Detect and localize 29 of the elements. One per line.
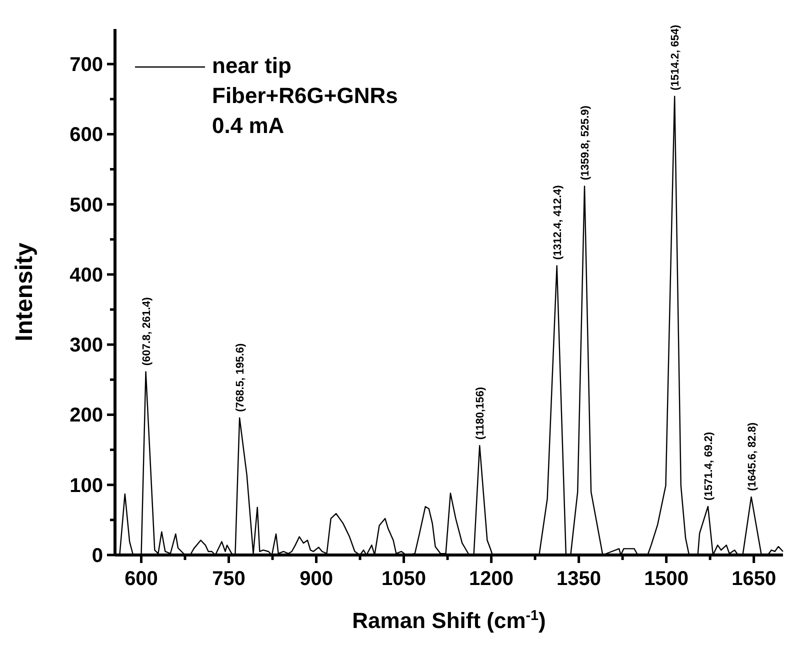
annotation: (1571.4, 69.2) — [702, 432, 715, 500]
x-tick-label: 1650 — [732, 568, 776, 590]
y-tick-label: 100 — [70, 474, 103, 497]
y-tick-label: 200 — [70, 404, 103, 427]
x-tick-label: 600 — [124, 568, 158, 590]
y-tick-label: 300 — [70, 334, 103, 357]
y-axis-title: Intensity — [11, 242, 38, 342]
y-tick-label: 500 — [70, 194, 103, 216]
annotation: Fiber+R6G+GNRs — [212, 83, 398, 108]
x-tick-label: 1050 — [382, 568, 426, 590]
y-tick-label: 600 — [70, 124, 103, 146]
x-tick-label: 900 — [300, 568, 333, 590]
x-tick-label: 1350 — [556, 568, 602, 590]
annotation: (1312.4, 412.4) — [552, 184, 564, 260]
y-tick-label: 400 — [70, 264, 103, 286]
y-tick-label: 700 — [70, 54, 103, 76]
annotation: (1514.2, 654) — [670, 24, 682, 90]
annotation: 0.4 mA — [212, 113, 284, 138]
annotation: (1359.8, 525.9) — [580, 105, 592, 180]
annotation: (1645.6, 82.8) — [746, 422, 758, 491]
annotation: (768.5, 195.6) — [234, 342, 247, 412]
x-axis-title: Raman Shift (cm$^{-1}$) — [352, 608, 546, 633]
annotation: (607.8, 261.4) — [140, 296, 153, 366]
legend-label: near tip — [212, 53, 292, 78]
x-tick-label: 1200 — [469, 568, 514, 590]
y-tick-label: 0 — [92, 545, 103, 567]
x-tick-label: 1500 — [644, 568, 689, 590]
x-tick-label: 750 — [212, 568, 246, 590]
annotation: (1180,156) — [474, 386, 487, 440]
